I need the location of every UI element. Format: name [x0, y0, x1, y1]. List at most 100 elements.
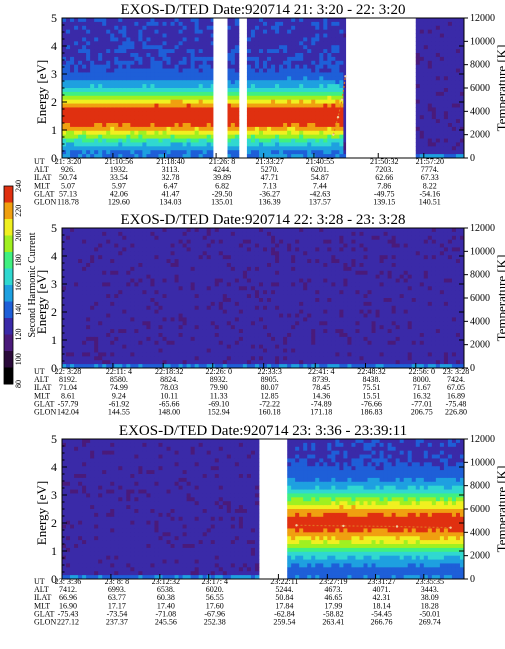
heatmap-cell — [439, 64, 445, 69]
heatmap-cell — [118, 270, 123, 276]
heatmap-cell — [283, 25, 288, 31]
heatmap-cell — [154, 80, 159, 85]
heatmap-cell — [267, 126, 272, 132]
heatmap-cell — [86, 37, 91, 42]
heatmap-cell — [339, 119, 344, 124]
heatmap-cell — [226, 364, 232, 369]
heatmap-cell — [70, 84, 75, 89]
heatmap-cell — [190, 286, 196, 291]
heatmap-cell — [202, 239, 208, 244]
heatmap-cell — [154, 348, 159, 353]
heatmap-cell — [78, 333, 83, 338]
heatmap-cell — [102, 305, 107, 311]
heatmap-cell — [258, 33, 264, 38]
heatmap-cell — [130, 340, 135, 346]
heatmap-cell — [118, 329, 123, 334]
heatmap-cell — [218, 286, 224, 291]
heatmap-cell — [206, 325, 212, 330]
heatmap-cell — [198, 352, 204, 357]
heatmap-cell — [283, 91, 288, 97]
heatmap-cell — [166, 270, 171, 276]
heatmap-cell — [307, 64, 312, 69]
heatmap-cell — [427, 99, 433, 104]
heatmap-cell — [238, 247, 244, 252]
heatmap-cell — [162, 270, 167, 276]
heatmap-cell — [254, 68, 260, 73]
heatmap-cell — [150, 259, 155, 264]
heatmap-cell — [258, 344, 264, 349]
heatmap-cell — [150, 298, 155, 303]
heatmap-cell — [423, 107, 429, 112]
orbit-cell: 135.01 — [211, 198, 233, 207]
heatmap-cell — [170, 49, 175, 54]
heatmap-cell — [254, 103, 260, 108]
heatmap-cell — [130, 150, 135, 155]
heatmap-cell — [166, 134, 171, 139]
heatmap-cell — [335, 41, 340, 46]
heatmap-cell — [86, 119, 91, 124]
heatmap-cell — [106, 231, 111, 237]
heatmap-cell — [70, 95, 75, 101]
heatmap-cell — [339, 142, 344, 147]
heatmap-cell — [158, 18, 163, 23]
heatmap-cell — [307, 111, 312, 116]
heatmap-cell — [98, 290, 103, 295]
orbit-cell: -54.16 — [419, 189, 440, 198]
heatmap-cell — [258, 111, 264, 116]
heatmap-cell — [82, 99, 87, 104]
heatmap-cell — [66, 305, 71, 311]
heatmap-cell — [138, 290, 143, 295]
heatmap-cell — [226, 286, 232, 291]
heatmap-cell — [134, 263, 139, 268]
heatmap-cell — [275, 21, 280, 27]
heatmap-cell — [98, 286, 103, 291]
heatmap-cell — [74, 251, 79, 256]
heatmap-cell — [166, 56, 171, 62]
heatmap-cell — [271, 21, 276, 27]
heatmap-cell — [78, 228, 83, 233]
heatmap-cell — [435, 123, 441, 128]
heatmap-cell — [66, 80, 71, 85]
heatmap-cell — [74, 266, 79, 272]
heatmap-cell — [275, 239, 280, 244]
heatmap-cell — [427, 142, 433, 147]
heatmap-cell — [186, 352, 192, 357]
heatmap-cell — [254, 348, 260, 353]
heatmap-cell — [194, 103, 200, 108]
heatmap-cell — [182, 107, 188, 112]
heatmap-cell — [210, 130, 216, 136]
heatmap-cell — [90, 360, 95, 365]
heatmap-cell — [126, 263, 131, 268]
heatmap-cell — [170, 294, 175, 299]
heatmap-cell — [263, 146, 268, 151]
heatmap-cell — [182, 352, 188, 357]
heatmap-cell — [90, 138, 95, 143]
heatmap-cell — [146, 247, 151, 252]
heatmap-cell — [94, 37, 99, 42]
heatmap-cell — [238, 348, 244, 353]
heatmap-cell — [295, 107, 300, 112]
heatmap-cell — [214, 321, 220, 326]
heatmap-cell — [194, 352, 200, 357]
heatmap-cell — [258, 25, 264, 31]
heatmap-cell — [287, 49, 292, 54]
heatmap-cell — [178, 21, 183, 27]
heatmap-cell — [194, 130, 200, 136]
heatmap-cell — [174, 360, 179, 365]
heatmap-cell — [439, 56, 445, 62]
heatmap-cell — [427, 111, 433, 116]
heatmap-cell — [267, 111, 272, 116]
heatmap-cell — [439, 37, 445, 42]
heatmap-cell — [295, 76, 300, 81]
heatmap-cell — [202, 72, 208, 77]
heatmap-cell — [210, 286, 216, 291]
heatmap-cell — [110, 243, 115, 248]
heatmap-cell — [174, 231, 179, 237]
heatmap-cell — [194, 329, 200, 334]
heatmap-cell — [82, 53, 87, 58]
heatmap-cell — [94, 72, 99, 77]
heatmap-cell — [70, 251, 75, 256]
heatmap-cell — [186, 76, 192, 81]
heatmap-cell — [154, 356, 159, 361]
heatmap-cell — [242, 340, 248, 346]
